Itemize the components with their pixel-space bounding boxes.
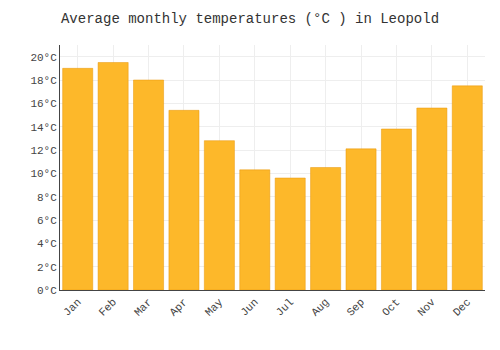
svg-text:16°C: 16°C: [30, 98, 57, 110]
svg-text:14°C: 14°C: [30, 122, 57, 134]
svg-text:2°C: 2°C: [37, 262, 57, 274]
svg-text:Nov: Nov: [415, 296, 438, 319]
svg-text:Jul: Jul: [274, 296, 296, 318]
svg-text:Apr: Apr: [167, 296, 189, 318]
svg-text:Aug: Aug: [309, 296, 331, 318]
svg-text:May: May: [203, 296, 226, 319]
svg-text:20°C: 20°C: [30, 52, 57, 64]
svg-text:Feb: Feb: [97, 296, 119, 318]
svg-text:0°C: 0°C: [37, 285, 57, 297]
svg-text:Average monthly temperatures (: Average monthly temperatures (°C ) in Le…: [61, 11, 439, 27]
svg-text:8°C: 8°C: [37, 192, 57, 204]
svg-text:12°C: 12°C: [30, 145, 57, 157]
svg-text:Oct: Oct: [380, 296, 402, 318]
svg-text:4°C: 4°C: [37, 238, 57, 250]
svg-text:6°C: 6°C: [37, 215, 57, 227]
svg-text:10°C: 10°C: [30, 168, 57, 180]
svg-text:Mar: Mar: [132, 296, 154, 318]
svg-text:Dec: Dec: [451, 296, 473, 318]
svg-text:Jan: Jan: [61, 296, 83, 318]
svg-text:Jun: Jun: [238, 296, 260, 318]
svg-text:18°C: 18°C: [30, 75, 57, 87]
svg-text:Sep: Sep: [345, 296, 367, 318]
